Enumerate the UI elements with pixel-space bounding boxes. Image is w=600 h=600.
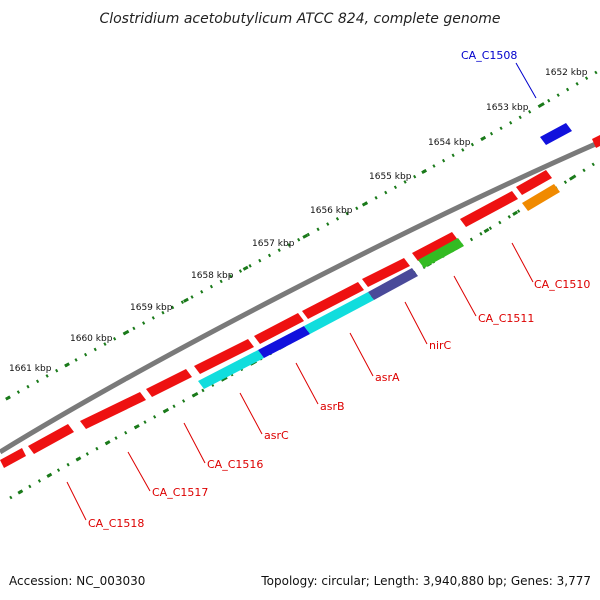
gene-arrow-nirC-lane[interactable]: [362, 258, 410, 287]
gene-arrow-CA_C1510-lane[interactable]: [460, 191, 518, 227]
tick-label-1661: 1661 kbp: [9, 364, 52, 374]
tick-mark: [133, 424, 140, 430]
feature-nirC[interactable]: [368, 268, 418, 300]
tick-mark: [17, 489, 24, 495]
tick-label-1655: 1655 kbp: [369, 172, 412, 182]
feature-CA_C1511[interactable]: [418, 238, 464, 268]
gene-arrow-CA_C1517[interactable]: [80, 392, 146, 429]
gene-label-asrC[interactable]: asrC: [264, 429, 289, 442]
leader-line-CA_C1516: [183, 422, 206, 464]
tick-mark: [75, 456, 82, 462]
gene-arrow-edge[interactable]: [592, 135, 600, 148]
leader-line-CA_C1518: [66, 481, 87, 521]
tick-mark: [512, 210, 519, 216]
leader-line-CA_C1510: [511, 242, 534, 283]
feature-CA_C1510[interactable]: [522, 184, 560, 211]
leader-line-CA_C1508: [515, 62, 537, 99]
tick-mark: [568, 175, 575, 181]
leader-line-nirC: [404, 301, 428, 345]
accession-text: Accession: NC_003030: [9, 574, 146, 588]
tick-label-1659: 1659 kbp: [130, 303, 173, 313]
tick-mark: [302, 233, 309, 239]
gene-label-asrB[interactable]: asrB: [320, 400, 345, 413]
tick-mark: [221, 375, 228, 381]
feature-asrA[interactable]: [304, 292, 374, 334]
gene-label-CA_C1508[interactable]: CA_C1508: [461, 49, 517, 62]
feature-asrB[interactable]: [258, 326, 310, 358]
gene-arrow-CA_C1518[interactable]: [28, 424, 74, 454]
tick-mark: [64, 362, 70, 368]
tick-mark: [421, 168, 428, 174]
gene-arrow-CA_C1511-lane[interactable]: [412, 232, 458, 261]
tick-mark: [483, 227, 490, 234]
outer-tick-arc: [5, 68, 600, 401]
label-leaders: [66, 62, 537, 521]
tick-mark: [5, 395, 11, 401]
tick-mark: [480, 135, 487, 141]
tick-mark: [183, 297, 189, 303]
tick-mark: [242, 265, 249, 271]
tick-mark: [104, 440, 111, 446]
leader-line-CA_C1511: [453, 275, 477, 317]
feature-lane: [198, 123, 572, 389]
gene-arrow-CA_C1516[interactable]: [146, 369, 192, 397]
tick-label-1660: 1660 kbp: [70, 334, 113, 344]
leader-line-asrB: [295, 362, 319, 405]
cds-lane: [0, 135, 600, 468]
leader-line-CA_C1517: [127, 451, 151, 492]
feature-asrC[interactable]: [198, 350, 264, 389]
tick-mark: [361, 201, 368, 207]
gene-label-CA_C1516[interactable]: CA_C1516: [207, 458, 263, 471]
outer-dotted-ring: [7, 68, 600, 400]
genome-backbone: [0, 139, 600, 455]
tick-mark: [123, 329, 130, 335]
map-title: Clostridium acetobutylicum ATCC 824, com…: [99, 11, 500, 27]
tick-mark: [46, 472, 53, 478]
gene-arrow[interactable]: [516, 170, 552, 195]
tick-label-1654: 1654 kbp: [428, 138, 471, 148]
feature-CA_C1508[interactable]: [540, 123, 572, 145]
topology-text: Topology: circular; Length: 3,940,880 bp…: [261, 574, 591, 588]
gene-arrow-asrB-lane[interactable]: [254, 313, 304, 344]
tick-label-1657: 1657 kbp: [252, 239, 295, 249]
gene-label-CA_C1510[interactable]: CA_C1510: [534, 278, 590, 291]
gene-label-CA_C1517[interactable]: CA_C1517: [152, 486, 208, 499]
gene-label-asrA[interactable]: asrA: [375, 371, 400, 384]
tick-mark: [538, 102, 545, 108]
gene-label-nirC[interactable]: nirC: [429, 339, 452, 352]
leader-line-asrC: [239, 392, 263, 435]
tick-mark: [163, 408, 170, 414]
tick-labels: 1652 kbp 1653 kbp 1654 kbp 1655 kbp 1656…: [9, 68, 588, 374]
tick-label-1652: 1652 kbp: [545, 68, 588, 78]
tick-mark: [192, 391, 199, 398]
tick-label-1658: 1658 kbp: [191, 271, 234, 281]
gene-labels: CA_C1508 CA_C1510 CA_C1511 nirC asrA asr…: [88, 49, 590, 530]
gene-label-CA_C1518[interactable]: CA_C1518: [88, 517, 144, 530]
gene-arrow-asrA-lane[interactable]: [302, 282, 364, 319]
leader-line-asrA: [349, 332, 374, 377]
tick-label-1653: 1653 kbp: [486, 103, 529, 113]
tick-label-1656: 1656 kbp: [310, 206, 353, 216]
gene-arrow-asrC-lane[interactable]: [194, 339, 254, 374]
gene-label-CA_C1511[interactable]: CA_C1511: [478, 312, 534, 325]
gene-arrow[interactable]: [0, 448, 26, 468]
